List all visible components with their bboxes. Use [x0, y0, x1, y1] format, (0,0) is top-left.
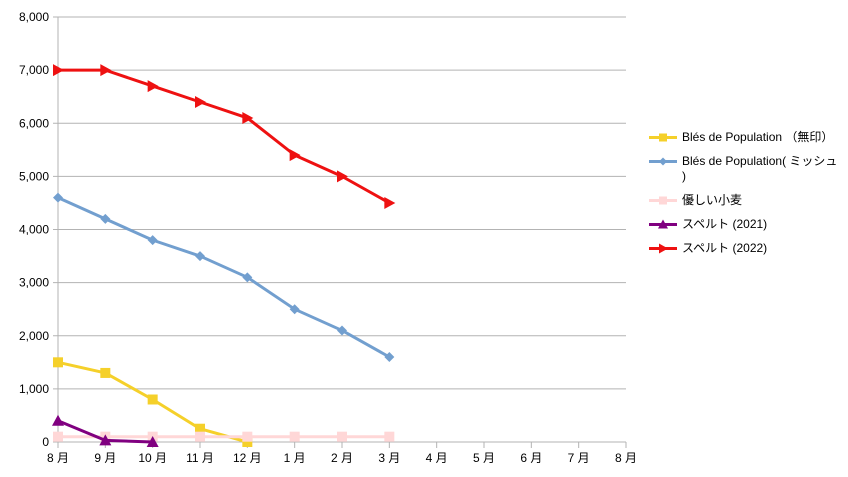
legend-label: Blés de Population （無印）: [682, 130, 834, 144]
data-point: [384, 431, 395, 442]
legend-swatch: [649, 219, 677, 229]
data-point: [146, 436, 159, 447]
data-point: [147, 235, 158, 246]
data-point: [289, 431, 300, 442]
legend-label: スペルト (2021): [682, 217, 768, 231]
data-point: [659, 133, 667, 142]
data-point: [659, 243, 668, 254]
data-point: [53, 431, 63, 442]
data-point: [195, 96, 206, 108]
data-point: [242, 437, 253, 447]
y-tick-label: 1,000: [19, 382, 49, 396]
data-point: [384, 196, 396, 209]
x-tick-label: 3 月: [378, 451, 400, 465]
data-point: [195, 251, 205, 262]
series-line: [58, 68, 391, 205]
y-tick-label: 4,000: [19, 223, 49, 237]
series-line: [57, 196, 391, 359]
legend-label: スペルト (2022): [682, 241, 768, 255]
x-tick-label: 2 月: [331, 451, 353, 465]
data-point: [659, 196, 667, 205]
data-point: [100, 367, 111, 378]
data-point: [337, 431, 347, 442]
legend-item: Blés de Population( ミッシュ ): [648, 154, 843, 184]
x-tick-label: 4 月: [426, 451, 448, 465]
data-point: [52, 414, 64, 426]
series: [53, 357, 253, 447]
series: [52, 414, 159, 447]
series-layer: [52, 64, 396, 447]
x-tick-label: 10 月: [138, 451, 167, 465]
data-point: [242, 431, 253, 442]
legend-item: スペルト (2021): [648, 217, 843, 232]
legend-swatch: [649, 243, 677, 254]
x-tick-label: 7 月: [568, 451, 590, 465]
data-point: [53, 357, 63, 368]
y-tick-label: 3,000: [19, 276, 49, 290]
data-point: [99, 434, 112, 446]
data-point: [147, 394, 158, 405]
data-point: [242, 272, 253, 283]
x-tick-label: 9 月: [94, 451, 116, 465]
y-tick-label: 6,000: [19, 116, 49, 130]
x-tick-label: 11 月: [186, 451, 214, 465]
y-tick-label: 8,000: [19, 10, 49, 24]
data-point: [53, 192, 63, 203]
series: [53, 64, 396, 209]
y-axis-tick-labels: 0 1,000 2,000 3,000 4,000 5,000 6,000 7,000 8,00…: [19, 10, 49, 449]
legend-label: Blés de Population( ミッシュ ): [682, 154, 838, 183]
x-tick-label: 5 月: [473, 451, 495, 465]
data-point: [337, 325, 347, 336]
x-tick-label: 12 月: [233, 451, 262, 465]
x-axis-tick-labels: 8 月 9 月 10 月 11 月 12 月 1 月 2 月 3 月 4 月 5 月 6 月 7 月 8…: [47, 451, 637, 465]
legend-item: スペルト (2022): [648, 241, 843, 256]
y-tick-label: 7,000: [19, 63, 49, 77]
data-point: [195, 431, 205, 442]
legend-item: Blés de Population （無印）: [648, 130, 843, 145]
data-point: [242, 111, 254, 124]
legend-swatch: [649, 157, 677, 166]
data-point: [659, 157, 667, 166]
data-point: [384, 352, 395, 362]
data-point: [100, 213, 111, 224]
y-tick-label: 0: [42, 435, 49, 449]
data-point: [337, 170, 348, 183]
x-tick-label: 8 月: [615, 451, 637, 465]
legend-swatch: [649, 133, 677, 142]
legend-label: 優しい小麦: [682, 193, 743, 207]
data-point: [658, 219, 668, 229]
legend-swatch: [649, 196, 677, 205]
data-point: [289, 304, 300, 315]
data-point: [195, 423, 205, 434]
series: [53, 192, 395, 362]
legend: Blés de Population （無印） Blés de Populatio…: [648, 130, 843, 265]
data-point: [289, 149, 301, 162]
x-tick-label: 1 月: [284, 451, 306, 465]
data-point: [53, 64, 64, 77]
x-tick-label: 8 月: [47, 451, 69, 465]
x-tick-label: 6 月: [520, 451, 542, 465]
data-point: [147, 80, 159, 93]
data-point: [100, 64, 112, 77]
legend-item: 優しい小麦: [648, 193, 843, 208]
y-tick-label: 2,000: [19, 329, 49, 343]
y-tick-label: 5,000: [19, 169, 49, 183]
